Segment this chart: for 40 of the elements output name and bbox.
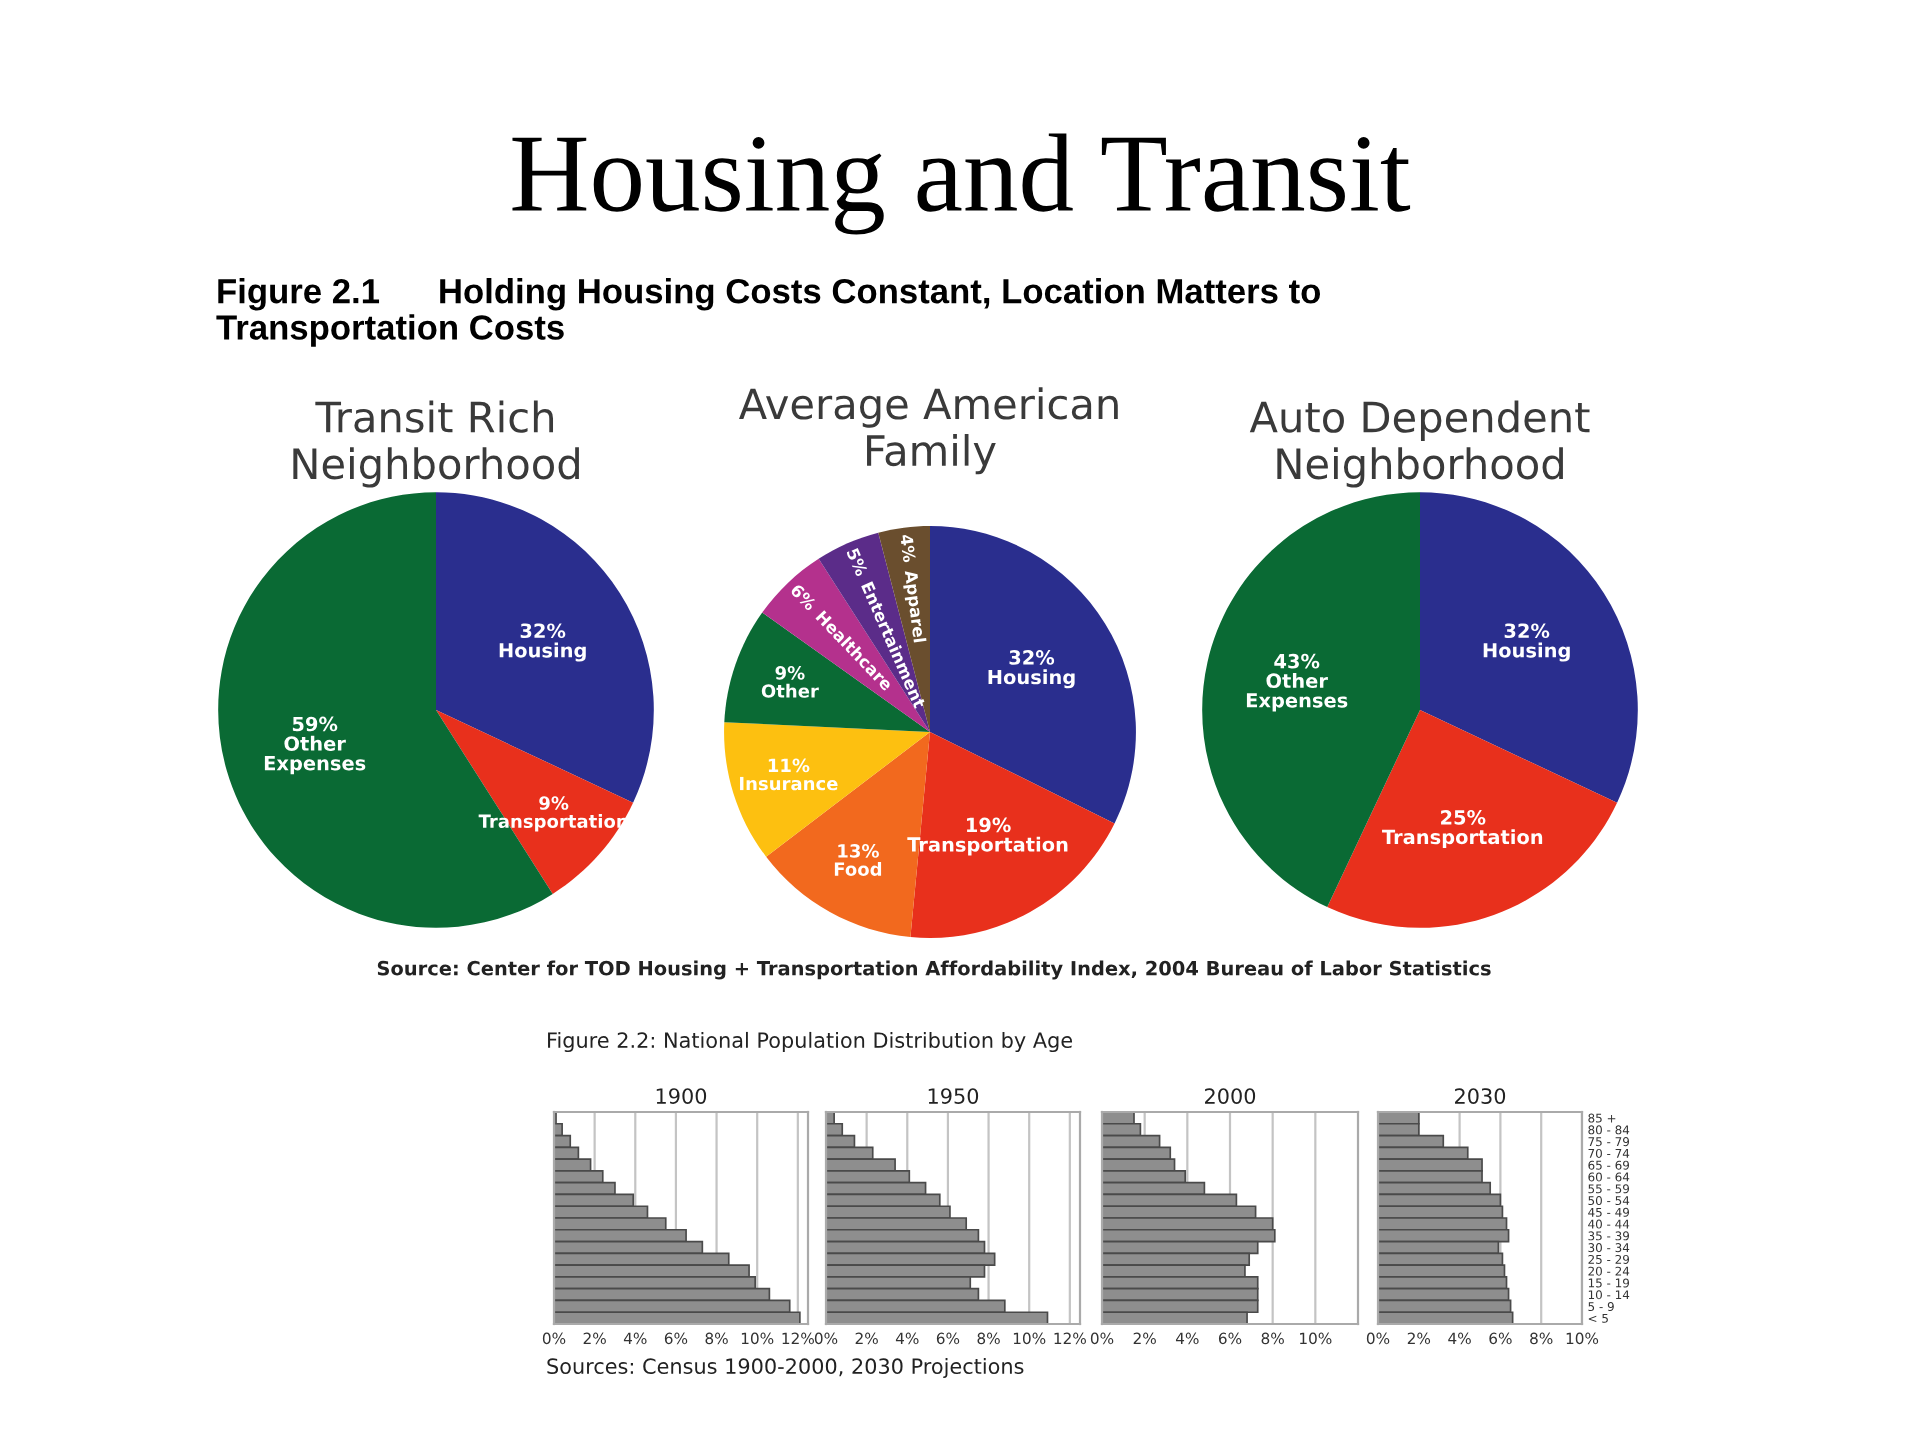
text: Figure 2.1 Holding Housing Costs Constant, Location Matters to Transportation Costs (216, 278, 1321, 347)
slice-label: Housing (1483, 642, 1570, 662)
text: Housing and Transit (512, 133, 1411, 235)
slice-label: Other (761, 683, 819, 698)
data-label: 43% (1274, 653, 1320, 669)
data-label: 6% (789, 583, 818, 612)
data-label: 32% (520, 623, 566, 639)
slice-label: Other Expenses (1246, 673, 1348, 712)
data-label: 59% (292, 716, 338, 732)
chart-title: 2030 (1455, 1088, 1506, 1104)
pie-slice (1420, 492, 1638, 803)
data-label: 19% (967, 817, 1011, 833)
text: Figure 2.2: National Population Distribution by Age (548, 1031, 1073, 1053)
chart-title: Average American Family (739, 387, 1118, 475)
source-note: Sources: Census 1900-2000, 2030 Projections (547, 1357, 1024, 1379)
chart-title: Transit Rich Neighborhood (293, 400, 579, 488)
slice-label: Food (834, 861, 882, 876)
slice-label: Transportation (1382, 829, 1543, 849)
pie-slice (1327, 710, 1618, 928)
slice-label: Other Expenses (264, 735, 366, 775)
data-label: 25% (1441, 810, 1486, 825)
slice-label: Insurance (740, 776, 838, 791)
pie-slice (436, 710, 634, 894)
chart-title: 1950 (928, 1088, 979, 1104)
pie-slice (910, 732, 1115, 938)
chart-title: 2000 (1205, 1088, 1256, 1104)
slice-label: Housing (988, 669, 1075, 689)
data-label: 5% (846, 547, 869, 577)
data-label: 9% (539, 796, 569, 810)
chart-title: Auto Dependent Neighborhood (1249, 400, 1590, 488)
slice-label: Transportation (907, 836, 1068, 856)
data-label: 9% (775, 666, 805, 680)
data-label: 13% (838, 844, 879, 858)
data-label: 32% (1009, 650, 1055, 665)
slice-label: Housing (499, 642, 586, 662)
data-label: 4% (900, 534, 916, 563)
source-note: Source: Center for TOD Housing + Transportation Affordability Index, 2004 Bureau of Labor Statistics (377, 960, 1491, 980)
data-label: 11% (768, 758, 810, 773)
chart-title: 1900 (656, 1088, 707, 1104)
data-label: 32% (1504, 623, 1550, 639)
